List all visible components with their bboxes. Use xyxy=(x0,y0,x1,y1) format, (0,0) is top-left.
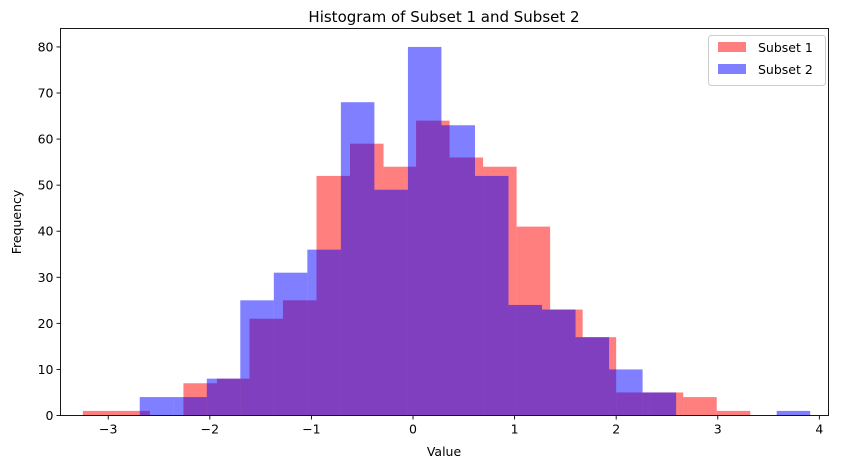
x-axis-label: Value xyxy=(427,444,462,459)
y-tick-label: 20 xyxy=(38,316,54,331)
histogram-bar-1 xyxy=(82,410,117,416)
histogram-bar-1 xyxy=(716,410,751,416)
x-tick-label: 1 xyxy=(511,422,519,437)
x-tick-label: −1 xyxy=(302,422,320,437)
y-tick-label: 80 xyxy=(38,39,54,54)
histogram-bar-2 xyxy=(575,337,610,416)
histogram-bar-2 xyxy=(776,410,811,416)
legend-label-subset-1: Subset 1 xyxy=(758,40,813,55)
y-axis-ticks: 0 10 20 30 40 50 60 70 80 xyxy=(38,39,61,423)
histogram-bar-2 xyxy=(340,102,375,416)
y-tick-label: 50 xyxy=(38,178,54,193)
histogram-bar-2 xyxy=(542,309,576,416)
histogram-bar-2 xyxy=(508,304,543,416)
y-tick-label: 60 xyxy=(38,132,54,147)
x-tick-label: 4 xyxy=(815,422,823,437)
histogram-bar-1 xyxy=(116,410,150,416)
histogram-bar-2 xyxy=(139,397,174,416)
y-tick-label: 40 xyxy=(38,224,54,239)
x-axis-ticks: −3 −2 −1 0 1 2 3 4 xyxy=(99,415,823,437)
plot-frame xyxy=(60,28,829,416)
histogram-bar-2 xyxy=(407,46,442,416)
histogram-bar-2 xyxy=(273,272,308,416)
histogram-bar-1 xyxy=(683,397,717,416)
x-tick-label: 2 xyxy=(612,422,620,437)
y-axis-label: Frequency xyxy=(9,189,24,254)
histogram-bar-2 xyxy=(441,125,475,416)
x-tick-label: −2 xyxy=(201,422,219,437)
histogram-bar-2 xyxy=(474,175,509,416)
legend-label-subset-2: Subset 2 xyxy=(758,62,813,77)
histogram-bar-2 xyxy=(173,397,207,416)
y-tick-label: 0 xyxy=(46,408,54,423)
y-tick-label: 30 xyxy=(38,270,54,285)
histogram-bar-2 xyxy=(206,378,241,416)
histogram-bar-2 xyxy=(609,369,643,416)
x-tick-label: 3 xyxy=(714,422,722,437)
y-tick-label: 10 xyxy=(38,362,54,377)
legend: Subset 1 Subset 2 xyxy=(708,35,826,86)
legend-swatch-subset-1 xyxy=(718,42,746,52)
x-tick-label: −3 xyxy=(99,422,117,437)
histogram-bar-2 xyxy=(374,189,408,416)
x-tick-label: 0 xyxy=(409,422,417,437)
histogram-bar-2 xyxy=(307,249,341,416)
chart-title: Histogram of Subset 1 and Subset 2 xyxy=(308,8,579,26)
series-subset-2-bars xyxy=(139,46,811,416)
legend-swatch-subset-2 xyxy=(718,64,746,74)
histogram-bar-2 xyxy=(240,300,274,416)
y-tick-label: 70 xyxy=(38,86,54,101)
histogram-bar-2 xyxy=(642,392,677,416)
